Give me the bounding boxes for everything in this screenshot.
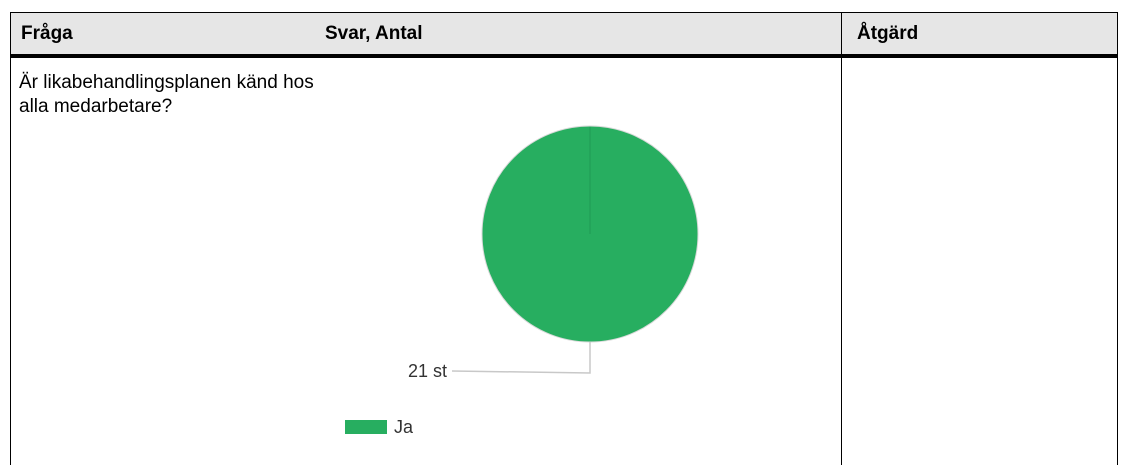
- question-text: Är likabehandlingsplanen känd hos alla m…: [19, 72, 314, 117]
- legend-label-ja: Ja: [394, 417, 414, 437]
- legend-swatch-ja: [345, 420, 387, 434]
- column-divider: [841, 12, 842, 465]
- slice-data-label: 21 st: [408, 361, 447, 381]
- header-atgard: Åtgärd: [857, 23, 919, 44]
- table-header: Fråga Svar, Antal Åtgärd: [11, 12, 1117, 58]
- header-fraga: Fråga: [21, 23, 73, 44]
- survey-table: Fråga Svar, Antal Åtgärd Är likabehandli…: [10, 12, 1118, 465]
- header-svar-antal: Svar, Antal: [325, 23, 423, 44]
- data-label-leader-line: [451, 342, 591, 374]
